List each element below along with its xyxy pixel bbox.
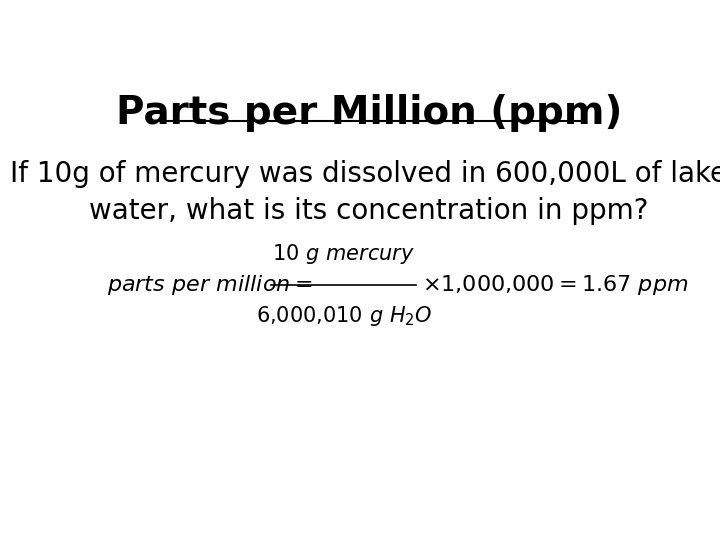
Text: $10\ g\ \mathit{mercury}$: $10\ g\ \mathit{mercury}$ <box>272 242 415 266</box>
Text: $\mathit{parts\ per\ million} =$: $\mathit{parts\ per\ million} =$ <box>107 273 312 297</box>
Text: Parts per Million (ppm): Parts per Million (ppm) <box>116 94 622 132</box>
Text: $\times 1{,}000{,}000 = 1.67\ \mathit{ppm}$: $\times 1{,}000{,}000 = 1.67\ \mathit{pp… <box>422 273 688 297</box>
Text: $6{,}000{,}010\ g\ H_2O$: $6{,}000{,}010\ g\ H_2O$ <box>256 304 432 328</box>
Text: If 10g of mercury was dissolved in 600,000L of lake
water, what is its concentra: If 10g of mercury was dissolved in 600,0… <box>11 160 720 225</box>
